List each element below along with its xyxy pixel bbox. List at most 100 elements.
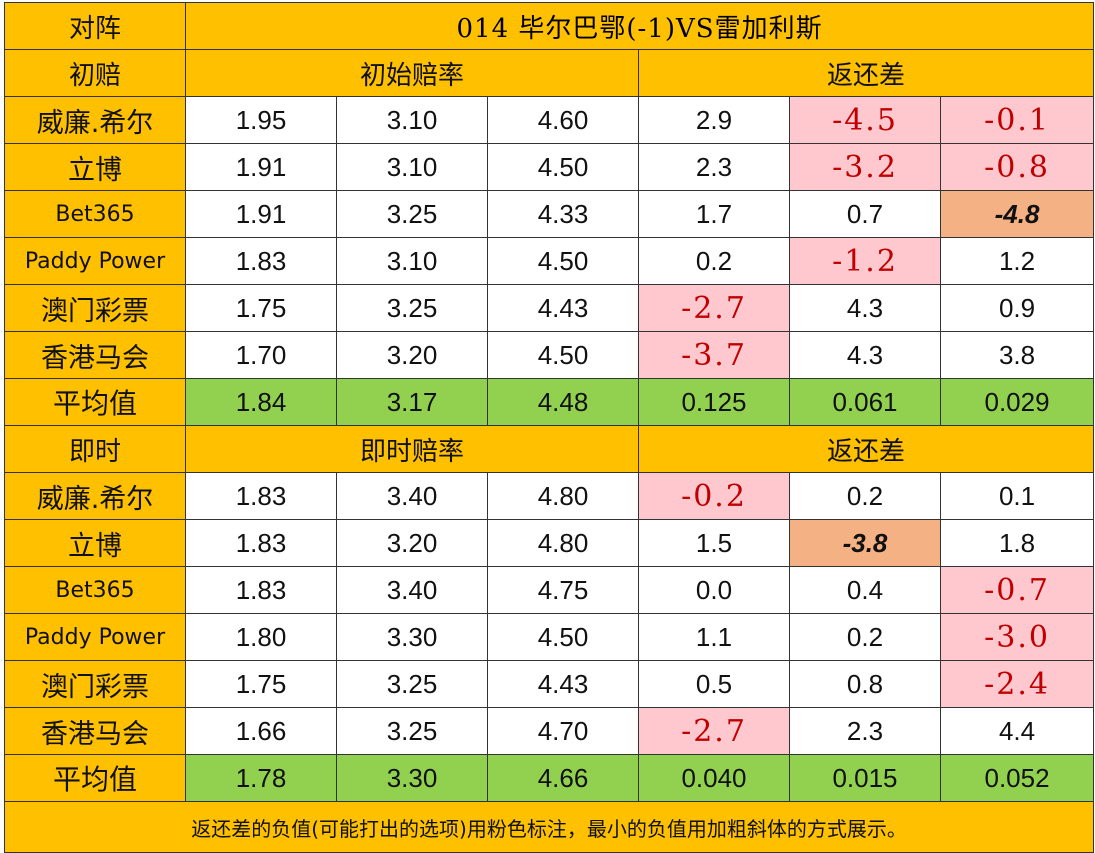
return-diff-cell[interactable]: 0.0 <box>638 566 790 614</box>
bookmaker-name-cell[interactable]: Paddy Power <box>4 237 186 285</box>
odds-cell[interactable]: 1.70 <box>185 331 337 379</box>
return-diff-cell[interactable]: 0.7 <box>789 190 941 238</box>
average-value-cell[interactable]: 0.061 <box>789 378 941 426</box>
bookmaker-name-cell[interactable]: 立博 <box>4 143 186 191</box>
bookmaker-name-cell[interactable]: Bet365 <box>4 566 186 614</box>
odds-cell[interactable]: 1.91 <box>185 190 337 238</box>
initial-section-label-cell[interactable]: 初赔 <box>4 49 186 97</box>
odds-cell[interactable]: 3.10 <box>336 237 488 285</box>
average-value-cell[interactable]: 3.30 <box>336 754 488 802</box>
odds-cell[interactable]: 3.10 <box>336 96 488 144</box>
return-diff-cell[interactable]: 4.3 <box>789 284 941 332</box>
odds-cell[interactable]: 3.20 <box>336 331 488 379</box>
return-diff-cell[interactable]: 0.5 <box>638 660 790 708</box>
odds-cell[interactable]: 3.25 <box>336 284 488 332</box>
odds-cell[interactable]: 1.83 <box>185 472 337 520</box>
odds-cell[interactable]: 1.66 <box>185 707 337 755</box>
odds-cell[interactable]: 4.43 <box>487 660 639 708</box>
return-diff-cell[interactable]: 0.2 <box>638 237 790 285</box>
odds-cell[interactable]: 1.91 <box>185 143 337 191</box>
odds-cell[interactable]: 1.83 <box>185 519 337 567</box>
bookmaker-name-cell[interactable]: 香港马会 <box>4 707 186 755</box>
odds-cell[interactable]: 4.43 <box>487 284 639 332</box>
odds-cell[interactable]: 4.60 <box>487 96 639 144</box>
odds-cell[interactable]: 1.75 <box>185 660 337 708</box>
odds-cell[interactable]: 4.70 <box>487 707 639 755</box>
return-diff-cell[interactable]: 0.1 <box>939 472 1095 520</box>
average-label-cell[interactable]: 平均值 <box>4 378 186 426</box>
average-value-cell[interactable]: 0.125 <box>638 378 790 426</box>
average-value-cell[interactable]: 0.015 <box>789 754 941 802</box>
odds-cell[interactable]: 3.25 <box>336 660 488 708</box>
odds-cell[interactable]: 4.50 <box>487 331 639 379</box>
return-diff-cell[interactable]: -4.8 <box>939 190 1095 238</box>
average-value-cell[interactable]: 0.040 <box>638 754 790 802</box>
return-diff-cell[interactable]: 1.7 <box>638 190 790 238</box>
match-label-cell[interactable]: 对阵 <box>4 2 186 50</box>
odds-cell[interactable]: 1.80 <box>185 613 337 661</box>
footer-note-cell[interactable]: 返还差的负值(可能打出的选项)用粉色标注，最小的负值用加粗斜体的方式展示。 <box>3 801 1095 853</box>
return-diff-cell[interactable]: 4.3 <box>789 331 941 379</box>
odds-cell[interactable]: 1.75 <box>185 284 337 332</box>
return-diff-cell[interactable]: 1.2 <box>939 237 1095 285</box>
odds-cell[interactable]: 3.25 <box>336 190 488 238</box>
return-diff-cell[interactable]: 1.1 <box>638 613 790 661</box>
return-diff-cell[interactable]: -0.1 <box>939 96 1095 144</box>
live-section-label-cell[interactable]: 即时 <box>4 425 186 473</box>
return-diff-cell[interactable]: 2.9 <box>638 96 790 144</box>
odds-cell[interactable]: 3.30 <box>336 613 488 661</box>
return-diff-cell[interactable]: -3.0 <box>939 613 1095 661</box>
average-value-cell[interactable]: 4.66 <box>487 754 639 802</box>
return-diff-cell[interactable]: -2.7 <box>638 284 790 332</box>
odds-cell[interactable]: 4.75 <box>487 566 639 614</box>
odds-cell[interactable]: 4.33 <box>487 190 639 238</box>
return-diff-cell[interactable]: 2.3 <box>638 143 790 191</box>
return-diff-cell[interactable]: 0.4 <box>789 566 941 614</box>
odds-cell[interactable]: 3.10 <box>336 143 488 191</box>
average-value-cell[interactable]: 3.17 <box>336 378 488 426</box>
return-diff-cell[interactable]: -3.8 <box>789 519 941 567</box>
return-diff-cell[interactable]: -2.7 <box>638 707 790 755</box>
odds-cell[interactable]: 3.40 <box>336 472 488 520</box>
initial-diff-title-cell[interactable]: 返还差 <box>637 49 1095 97</box>
odds-cell[interactable]: 3.20 <box>336 519 488 567</box>
odds-cell[interactable]: 1.83 <box>185 566 337 614</box>
return-diff-cell[interactable]: 4.4 <box>939 707 1095 755</box>
bookmaker-name-cell[interactable]: 香港马会 <box>4 331 186 379</box>
return-diff-cell[interactable]: 2.3 <box>789 707 941 755</box>
return-diff-cell[interactable]: -3.7 <box>638 331 790 379</box>
bookmaker-name-cell[interactable]: 澳门彩票 <box>4 660 186 708</box>
average-value-cell[interactable]: 1.78 <box>185 754 337 802</box>
average-label-cell[interactable]: 平均值 <box>4 754 186 802</box>
return-diff-cell[interactable]: 0.2 <box>789 613 941 661</box>
live-odds-title-cell[interactable]: 即时赔率 <box>185 425 639 473</box>
average-value-cell[interactable]: 0.029 <box>939 378 1095 426</box>
return-diff-cell[interactable]: -0.2 <box>638 472 790 520</box>
initial-odds-title-cell[interactable]: 初始赔率 <box>185 49 639 97</box>
odds-cell[interactable]: 3.40 <box>336 566 488 614</box>
bookmaker-name-cell[interactable]: Paddy Power <box>4 613 186 661</box>
odds-cell[interactable]: 4.50 <box>487 143 639 191</box>
odds-cell[interactable]: 1.83 <box>185 237 337 285</box>
average-value-cell[interactable]: 0.052 <box>939 754 1095 802</box>
odds-cell[interactable]: 4.80 <box>487 472 639 520</box>
bookmaker-name-cell[interactable]: Bet365 <box>4 190 186 238</box>
live-diff-title-cell[interactable]: 返还差 <box>637 425 1095 473</box>
return-diff-cell[interactable]: 1.5 <box>638 519 790 567</box>
bookmaker-name-cell[interactable]: 立博 <box>4 519 186 567</box>
bookmaker-name-cell[interactable]: 澳门彩票 <box>4 284 186 332</box>
bookmaker-name-cell[interactable]: 威廉.希尔 <box>4 96 186 144</box>
return-diff-cell[interactable]: 1.8 <box>939 519 1095 567</box>
average-value-cell[interactable]: 1.84 <box>185 378 337 426</box>
return-diff-cell[interactable]: -3.2 <box>789 143 941 191</box>
return-diff-cell[interactable]: 0.2 <box>789 472 941 520</box>
match-title-cell[interactable]: 014 毕尔巴鄂(-1)VS雷加利斯 <box>184 2 1095 50</box>
return-diff-cell[interactable]: -4.5 <box>789 96 941 144</box>
return-diff-cell[interactable]: 3.8 <box>939 331 1095 379</box>
return-diff-cell[interactable]: 0.9 <box>939 284 1095 332</box>
return-diff-cell[interactable]: -1.2 <box>789 237 941 285</box>
odds-cell[interactable]: 4.50 <box>487 237 639 285</box>
return-diff-cell[interactable]: 0.8 <box>789 660 941 708</box>
return-diff-cell[interactable]: -2.4 <box>939 660 1095 708</box>
odds-cell[interactable]: 4.80 <box>487 519 639 567</box>
